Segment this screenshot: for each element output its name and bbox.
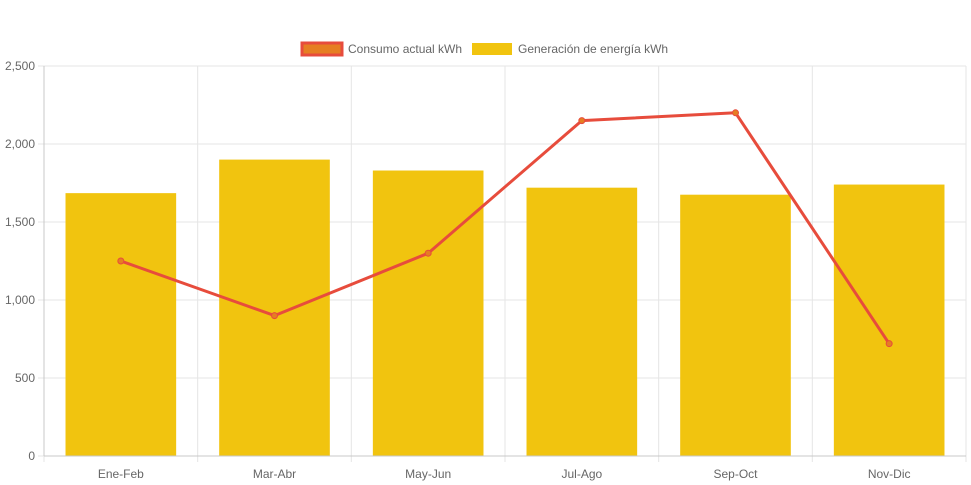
y-tick-label: 2,000 bbox=[5, 137, 35, 151]
line-point[interactable] bbox=[578, 117, 586, 125]
legend[interactable]: Consumo actual kWh Generación de energía… bbox=[300, 41, 668, 57]
x-tick-label: Nov-Dic bbox=[868, 467, 911, 481]
line-point[interactable] bbox=[732, 109, 739, 117]
legend-label-consumo: Consumo actual kWh bbox=[348, 42, 462, 56]
y-tick-label: 2,500 bbox=[5, 59, 35, 73]
y-tick-label: 1,000 bbox=[5, 293, 35, 307]
legend-item-generacion[interactable]: Generación de energía kWh bbox=[472, 42, 668, 56]
gridlines bbox=[38, 65, 967, 462]
axes: 0 500 1,000 1,500 2,000 2,500 Ene-Feb Mar-Abr Ma… bbox=[5, 59, 966, 481]
bar[interactable] bbox=[833, 184, 945, 456]
line-point[interactable] bbox=[271, 312, 278, 320]
y-tick-label: 1,500 bbox=[5, 215, 35, 229]
x-tick-label: Mar-Abr bbox=[253, 467, 296, 481]
x-tick-label: Ene-Feb bbox=[98, 467, 144, 481]
x-tick-label: Jul-Ago bbox=[561, 467, 602, 481]
legend-item-consumo[interactable]: Consumo actual kWh bbox=[300, 41, 462, 57]
x-tick-label: May-Jun bbox=[405, 467, 451, 481]
y-tick-label: 500 bbox=[15, 371, 35, 385]
legend-label-generacion: Generación de energía kWh bbox=[518, 42, 668, 56]
bar[interactable] bbox=[372, 170, 484, 456]
legend-swatch-consumo bbox=[300, 41, 344, 57]
bar[interactable] bbox=[65, 193, 177, 456]
legend-swatch-generacion bbox=[472, 43, 512, 55]
bar-series bbox=[65, 159, 945, 456]
line-series bbox=[117, 109, 893, 348]
x-tick-label: Sep-Oct bbox=[713, 467, 758, 481]
line-point[interactable] bbox=[424, 249, 432, 257]
line-point[interactable] bbox=[885, 340, 893, 348]
bar[interactable] bbox=[680, 194, 791, 456]
bar[interactable] bbox=[219, 159, 330, 456]
y-tick-label: 0 bbox=[28, 449, 35, 463]
bar[interactable] bbox=[526, 187, 638, 456]
series-line bbox=[120, 111, 891, 345]
line-point[interactable] bbox=[117, 257, 125, 265]
